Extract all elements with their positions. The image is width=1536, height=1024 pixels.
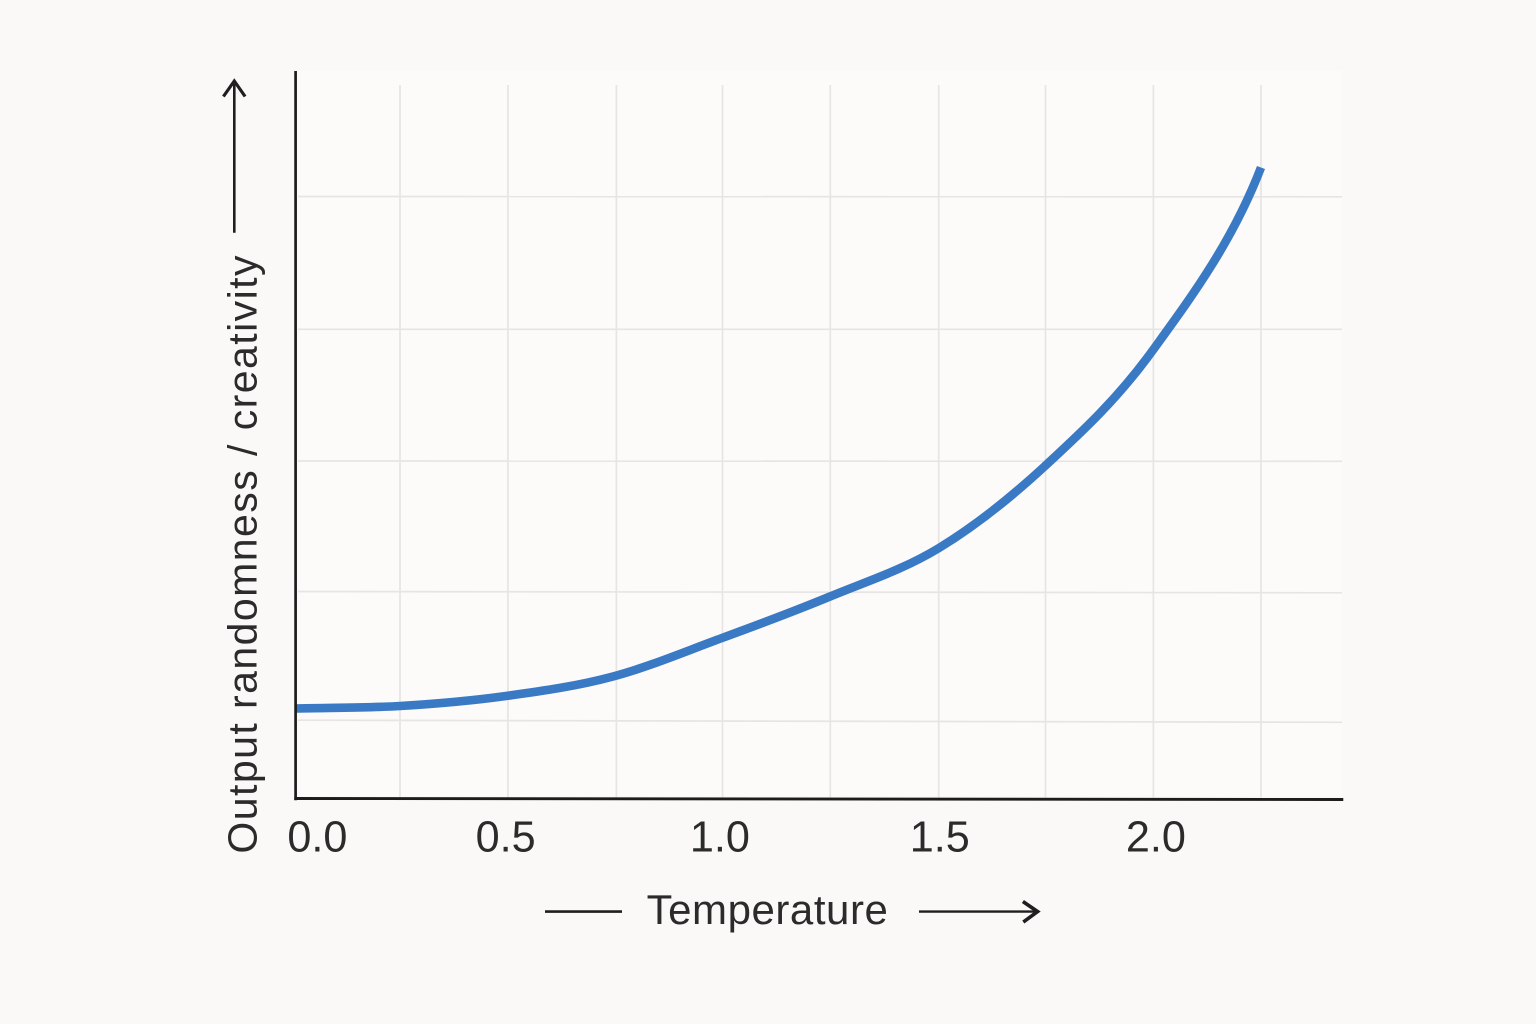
svg-text:2.0: 2.0 [1126,814,1186,862]
svg-text:Temperature: Temperature [647,886,889,933]
svg-text:1.0: 1.0 [690,814,750,862]
svg-text:1.5: 1.5 [910,814,970,862]
svg-text:Output randomness / creativity: Output randomness / creativity [219,254,265,854]
svg-text:0.0: 0.0 [287,814,347,862]
svg-text:0.5: 0.5 [476,814,536,862]
